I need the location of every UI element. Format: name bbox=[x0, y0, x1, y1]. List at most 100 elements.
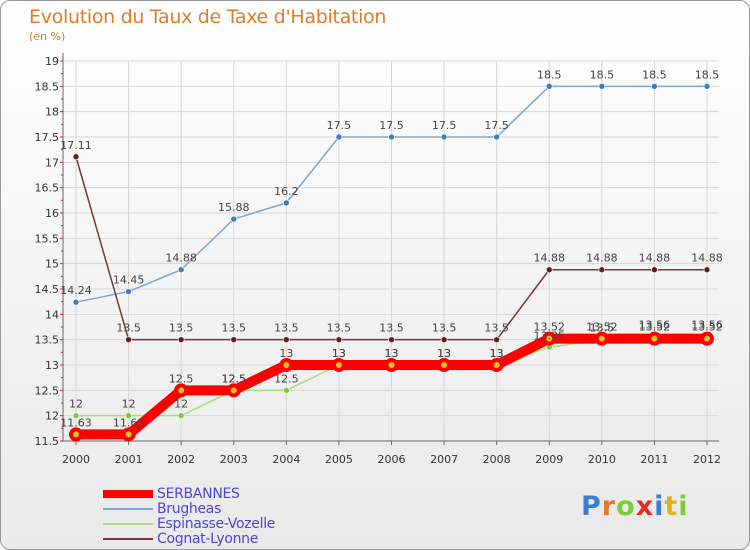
data-label: 12 bbox=[69, 398, 83, 411]
data-point-center bbox=[73, 431, 79, 438]
data-point bbox=[651, 83, 658, 90]
data-label: 14.88 bbox=[586, 252, 618, 265]
data-point bbox=[493, 336, 500, 343]
data-label: 11.63 bbox=[60, 416, 92, 429]
data-label: 13.56 bbox=[691, 319, 723, 332]
logo-letter: i bbox=[654, 491, 665, 522]
data-point-center bbox=[388, 362, 395, 368]
data-point-center bbox=[598, 335, 605, 342]
data-point bbox=[230, 215, 238, 223]
x-tick-label: 2006 bbox=[378, 453, 406, 466]
data-point bbox=[125, 288, 132, 295]
data-label: 13.52 bbox=[639, 321, 671, 334]
data-point bbox=[125, 412, 132, 419]
x-tick-label: 2011 bbox=[640, 453, 668, 466]
legend-item: Espinasse-Vozelle bbox=[103, 515, 276, 532]
data-label: 16.2 bbox=[274, 185, 299, 198]
data-label: 12.5 bbox=[169, 372, 194, 385]
data-point-center bbox=[230, 387, 237, 394]
data-label: 12.5 bbox=[222, 372, 247, 385]
proxiti-logo: Proxiti bbox=[581, 491, 689, 522]
logo-letter: r bbox=[601, 491, 617, 522]
legend-swatch bbox=[103, 489, 153, 498]
data-label: 13.5 bbox=[116, 322, 141, 335]
y-tick-label: 14 bbox=[45, 308, 59, 321]
y-tick-label: 18.5 bbox=[35, 80, 60, 93]
data-label: 12 bbox=[174, 398, 188, 411]
data-point-center bbox=[493, 362, 500, 368]
data-label: 13.5 bbox=[379, 322, 404, 335]
data-label: 13.5 bbox=[274, 322, 299, 335]
legend-item: Brugheas bbox=[103, 500, 275, 517]
x-tick-label: 2003 bbox=[220, 453, 248, 466]
data-point bbox=[125, 336, 132, 343]
data-label: 13 bbox=[279, 347, 293, 360]
data-label: 13.52 bbox=[586, 321, 618, 334]
data-point bbox=[72, 298, 80, 306]
data-point-center bbox=[441, 362, 448, 368]
data-label: 13 bbox=[332, 347, 346, 360]
chart-title: Evolution du Taux de Taxe d'Habitation bbox=[29, 6, 387, 28]
legend-label: Brugheas bbox=[157, 500, 222, 517]
data-point bbox=[545, 83, 553, 90]
data-label: 14.88 bbox=[639, 252, 671, 265]
y-tick-label: 13 bbox=[45, 359, 59, 372]
data-point-center bbox=[125, 431, 132, 438]
logo-letter: o bbox=[616, 491, 636, 522]
x-tick-label: 2010 bbox=[588, 453, 616, 466]
y-tick-label: 11.5 bbox=[35, 435, 60, 448]
data-point bbox=[177, 412, 185, 419]
data-point-center bbox=[335, 362, 342, 368]
data-point bbox=[335, 133, 343, 141]
logo-letter: P bbox=[581, 491, 602, 522]
y-tick-label: 19 bbox=[45, 55, 59, 68]
data-label: 12 bbox=[122, 398, 136, 411]
data-label: 13.5 bbox=[484, 322, 509, 335]
y-tick-label: 16.5 bbox=[35, 182, 60, 195]
data-point bbox=[177, 336, 185, 343]
data-point bbox=[598, 266, 606, 274]
y-tick-label: 17.5 bbox=[35, 131, 60, 144]
data-label: 17.5 bbox=[484, 119, 509, 132]
data-point-center bbox=[178, 387, 185, 394]
legend-label: Cognat-Lyonne bbox=[157, 530, 259, 547]
data-label: 18.5 bbox=[642, 68, 667, 81]
data-point bbox=[440, 133, 448, 141]
data-label: 13.5 bbox=[327, 322, 352, 335]
data-label: 13.52 bbox=[534, 321, 566, 334]
data-label: 13 bbox=[385, 347, 399, 360]
logo-letter: i bbox=[678, 491, 689, 522]
data-point bbox=[388, 336, 395, 343]
data-point-center bbox=[704, 335, 710, 342]
x-tick-label: 2012 bbox=[693, 453, 721, 466]
y-tick-label: 18 bbox=[45, 106, 59, 119]
data-point bbox=[72, 153, 80, 161]
data-point bbox=[598, 83, 606, 90]
data-label: 13.5 bbox=[590, 322, 615, 335]
data-point-center bbox=[283, 362, 290, 368]
data-point bbox=[177, 266, 185, 274]
data-label: 14.88 bbox=[691, 252, 723, 265]
data-point bbox=[388, 133, 395, 141]
x-tick-label: 2002 bbox=[167, 453, 195, 466]
chart-unit: (en %) bbox=[29, 30, 66, 43]
logo-letter: x bbox=[635, 491, 655, 522]
data-label: 13 bbox=[332, 347, 346, 360]
data-label: 13 bbox=[385, 347, 399, 360]
data-point bbox=[230, 336, 238, 343]
y-tick-label: 12.5 bbox=[35, 384, 60, 397]
logo-letter: t bbox=[664, 491, 679, 522]
data-label: 13.5 bbox=[432, 322, 457, 335]
data-point bbox=[283, 387, 290, 394]
data-point bbox=[440, 336, 448, 343]
legend-item: Cognat-Lyonne bbox=[103, 530, 275, 547]
y-tick-label: 15.5 bbox=[35, 232, 60, 245]
data-label: 14.88 bbox=[165, 252, 197, 265]
data-label: 15.88 bbox=[218, 201, 250, 214]
legend-label: Espinasse-Vozelle bbox=[157, 515, 276, 532]
x-tick-label: 2005 bbox=[325, 453, 353, 466]
x-tick-label: 2008 bbox=[483, 453, 511, 466]
y-tick-label: 16 bbox=[45, 207, 59, 220]
